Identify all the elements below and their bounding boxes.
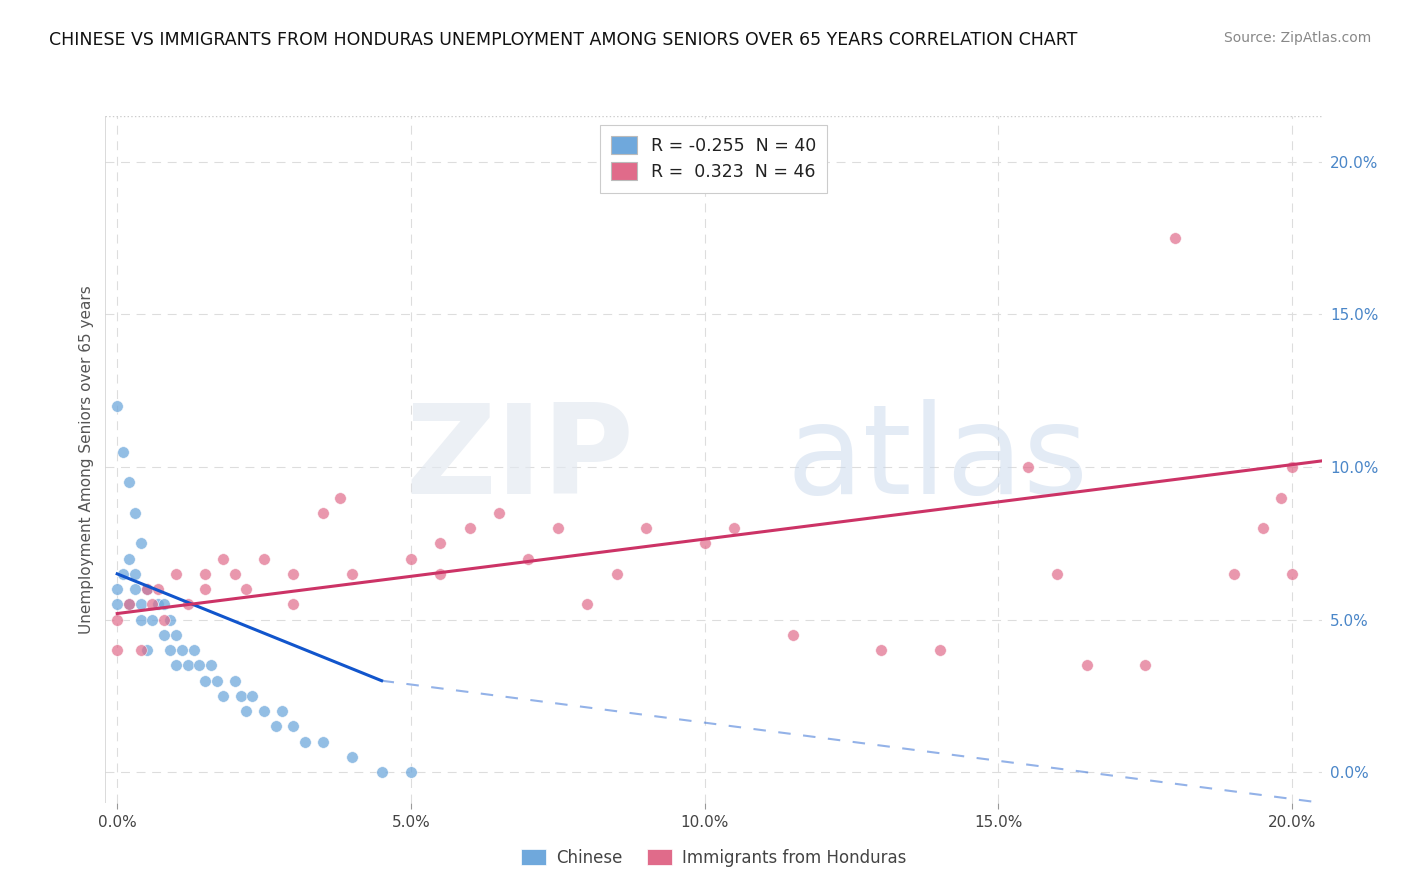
Point (153, 613, 176, 627)
Point (124, 506, 146, 520)
Point (200, 658, 222, 673)
Point (118, 598, 141, 612)
Point (212, 551, 235, 566)
Point (1046, 566, 1069, 581)
Point (399, 765, 422, 780)
Point (547, 521, 569, 535)
Point (165, 628, 187, 642)
Point (194, 673, 217, 688)
Point (148, 582, 170, 596)
Point (1251, 521, 1274, 535)
Point (118, 475, 141, 490)
Point (1281, 460, 1303, 475)
Text: ZIP: ZIP (406, 399, 634, 520)
Point (148, 598, 170, 612)
Point (294, 735, 316, 749)
Point (342, 566, 364, 581)
Point (312, 735, 335, 749)
Legend: Chinese, Immigrants from Honduras: Chinese, Immigrants from Honduras (515, 842, 912, 873)
Point (399, 551, 422, 566)
Point (283, 598, 305, 612)
Text: CHINESE VS IMMIGRANTS FROM HONDURAS UNEMPLOYMENT AMONG SENIORS OVER 65 YEARS COR: CHINESE VS IMMIGRANTS FROM HONDURAS UNEM… (49, 31, 1077, 49)
Point (112, 566, 135, 581)
Point (1164, 231, 1187, 245)
Point (165, 658, 187, 673)
Point (112, 444, 135, 458)
Point (458, 521, 481, 535)
Point (165, 566, 187, 581)
Point (129, 613, 152, 627)
Point (235, 704, 257, 718)
Point (370, 765, 392, 780)
Point (194, 566, 217, 581)
Point (105, 643, 128, 657)
Point (135, 582, 157, 596)
Point (283, 719, 305, 733)
Point (229, 689, 252, 703)
Point (105, 613, 128, 627)
Point (1135, 658, 1157, 673)
Point (312, 506, 335, 520)
Point (105, 399, 128, 413)
Point (1017, 460, 1039, 475)
Point (723, 521, 745, 535)
Point (240, 689, 263, 703)
Point (283, 566, 305, 581)
Point (118, 598, 141, 612)
Point (129, 598, 152, 612)
Point (129, 536, 152, 550)
Point (224, 673, 246, 688)
Point (253, 704, 276, 718)
Point (153, 628, 176, 642)
Point (870, 643, 893, 657)
Point (105, 582, 128, 596)
Point (253, 551, 276, 566)
Point (224, 566, 246, 581)
Point (270, 704, 292, 718)
Point (634, 521, 657, 535)
Point (1281, 566, 1303, 581)
Point (159, 613, 181, 627)
Point (606, 566, 628, 581)
Point (693, 536, 716, 550)
Point (141, 613, 163, 627)
Point (429, 566, 451, 581)
Text: atlas: atlas (786, 399, 1088, 520)
Point (429, 536, 451, 550)
Point (141, 598, 163, 612)
Point (159, 643, 181, 657)
Point (1222, 566, 1244, 581)
Point (188, 658, 211, 673)
Point (177, 658, 200, 673)
Point (170, 643, 193, 657)
Point (194, 582, 217, 596)
Point (264, 719, 287, 733)
Y-axis label: Unemployment Among Seniors over 65 years: Unemployment Among Seniors over 65 years (79, 285, 94, 633)
Point (105, 598, 128, 612)
Text: Source: ZipAtlas.com: Source: ZipAtlas.com (1223, 31, 1371, 45)
Point (212, 689, 235, 703)
Point (129, 643, 152, 657)
Point (1270, 491, 1292, 505)
Point (235, 582, 257, 596)
Point (177, 598, 200, 612)
Point (135, 582, 157, 596)
Point (342, 750, 364, 764)
Point (183, 643, 205, 657)
Point (517, 551, 540, 566)
Point (928, 643, 950, 657)
Point (124, 566, 146, 581)
Point (782, 628, 804, 642)
Point (135, 643, 157, 657)
Point (153, 598, 176, 612)
Point (118, 551, 141, 566)
Point (488, 506, 510, 520)
Point (576, 598, 599, 612)
Point (205, 673, 228, 688)
Point (329, 491, 352, 505)
Point (1076, 658, 1098, 673)
Point (124, 582, 146, 596)
